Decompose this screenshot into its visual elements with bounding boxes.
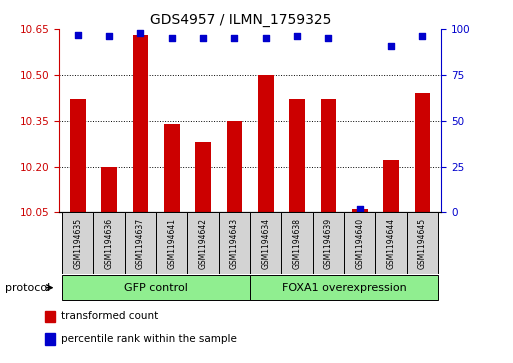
Text: GSM1194635: GSM1194635 bbox=[73, 218, 82, 269]
Bar bbox=[62, 212, 93, 274]
Bar bbox=[352, 209, 367, 212]
Point bbox=[230, 35, 239, 41]
Bar bbox=[164, 124, 180, 212]
Bar bbox=[415, 93, 430, 212]
Bar bbox=[376, 212, 407, 274]
Bar bbox=[250, 276, 438, 300]
Text: GFP control: GFP control bbox=[124, 283, 188, 293]
Text: GSM1194640: GSM1194640 bbox=[355, 218, 364, 269]
Text: GSM1194636: GSM1194636 bbox=[105, 218, 113, 269]
Bar bbox=[70, 99, 86, 212]
Bar bbox=[282, 212, 313, 274]
Bar bbox=[321, 99, 336, 212]
Point bbox=[105, 33, 113, 39]
Bar bbox=[250, 212, 282, 274]
Text: GSM1194634: GSM1194634 bbox=[261, 218, 270, 269]
Text: GSM1194641: GSM1194641 bbox=[167, 218, 176, 269]
Point bbox=[293, 33, 301, 39]
Bar bbox=[313, 212, 344, 274]
Text: GSM1194637: GSM1194637 bbox=[136, 218, 145, 269]
Bar bbox=[219, 212, 250, 274]
Point bbox=[418, 33, 426, 39]
Bar bbox=[289, 99, 305, 212]
Bar bbox=[344, 212, 376, 274]
Text: GSM1194645: GSM1194645 bbox=[418, 218, 427, 269]
Text: GDS4957 / ILMN_1759325: GDS4957 / ILMN_1759325 bbox=[150, 13, 332, 27]
Bar bbox=[93, 212, 125, 274]
Bar bbox=[62, 276, 250, 300]
Text: GSM1194642: GSM1194642 bbox=[199, 218, 208, 269]
Point bbox=[356, 206, 364, 212]
Text: GSM1194638: GSM1194638 bbox=[292, 218, 302, 269]
Text: GSM1194639: GSM1194639 bbox=[324, 218, 333, 269]
Bar bbox=[45, 333, 55, 345]
Bar bbox=[101, 167, 117, 212]
Bar bbox=[227, 121, 242, 212]
Bar bbox=[258, 75, 273, 212]
Point bbox=[324, 35, 332, 41]
Point bbox=[168, 35, 176, 41]
Text: GSM1194643: GSM1194643 bbox=[230, 218, 239, 269]
Bar bbox=[133, 35, 148, 212]
Text: percentile rank within the sample: percentile rank within the sample bbox=[61, 334, 236, 344]
Text: transformed count: transformed count bbox=[61, 311, 158, 321]
Point bbox=[387, 42, 395, 48]
Bar bbox=[195, 142, 211, 212]
Bar bbox=[187, 212, 219, 274]
Bar bbox=[383, 160, 399, 212]
Point bbox=[74, 32, 82, 37]
Text: FOXA1 overexpression: FOXA1 overexpression bbox=[282, 283, 406, 293]
Bar bbox=[125, 212, 156, 274]
Bar bbox=[45, 311, 55, 322]
Text: GSM1194644: GSM1194644 bbox=[387, 218, 396, 269]
Point bbox=[199, 35, 207, 41]
Point bbox=[262, 35, 270, 41]
Bar bbox=[407, 212, 438, 274]
Text: protocol: protocol bbox=[5, 283, 50, 293]
Bar bbox=[156, 212, 187, 274]
Point bbox=[136, 30, 145, 36]
